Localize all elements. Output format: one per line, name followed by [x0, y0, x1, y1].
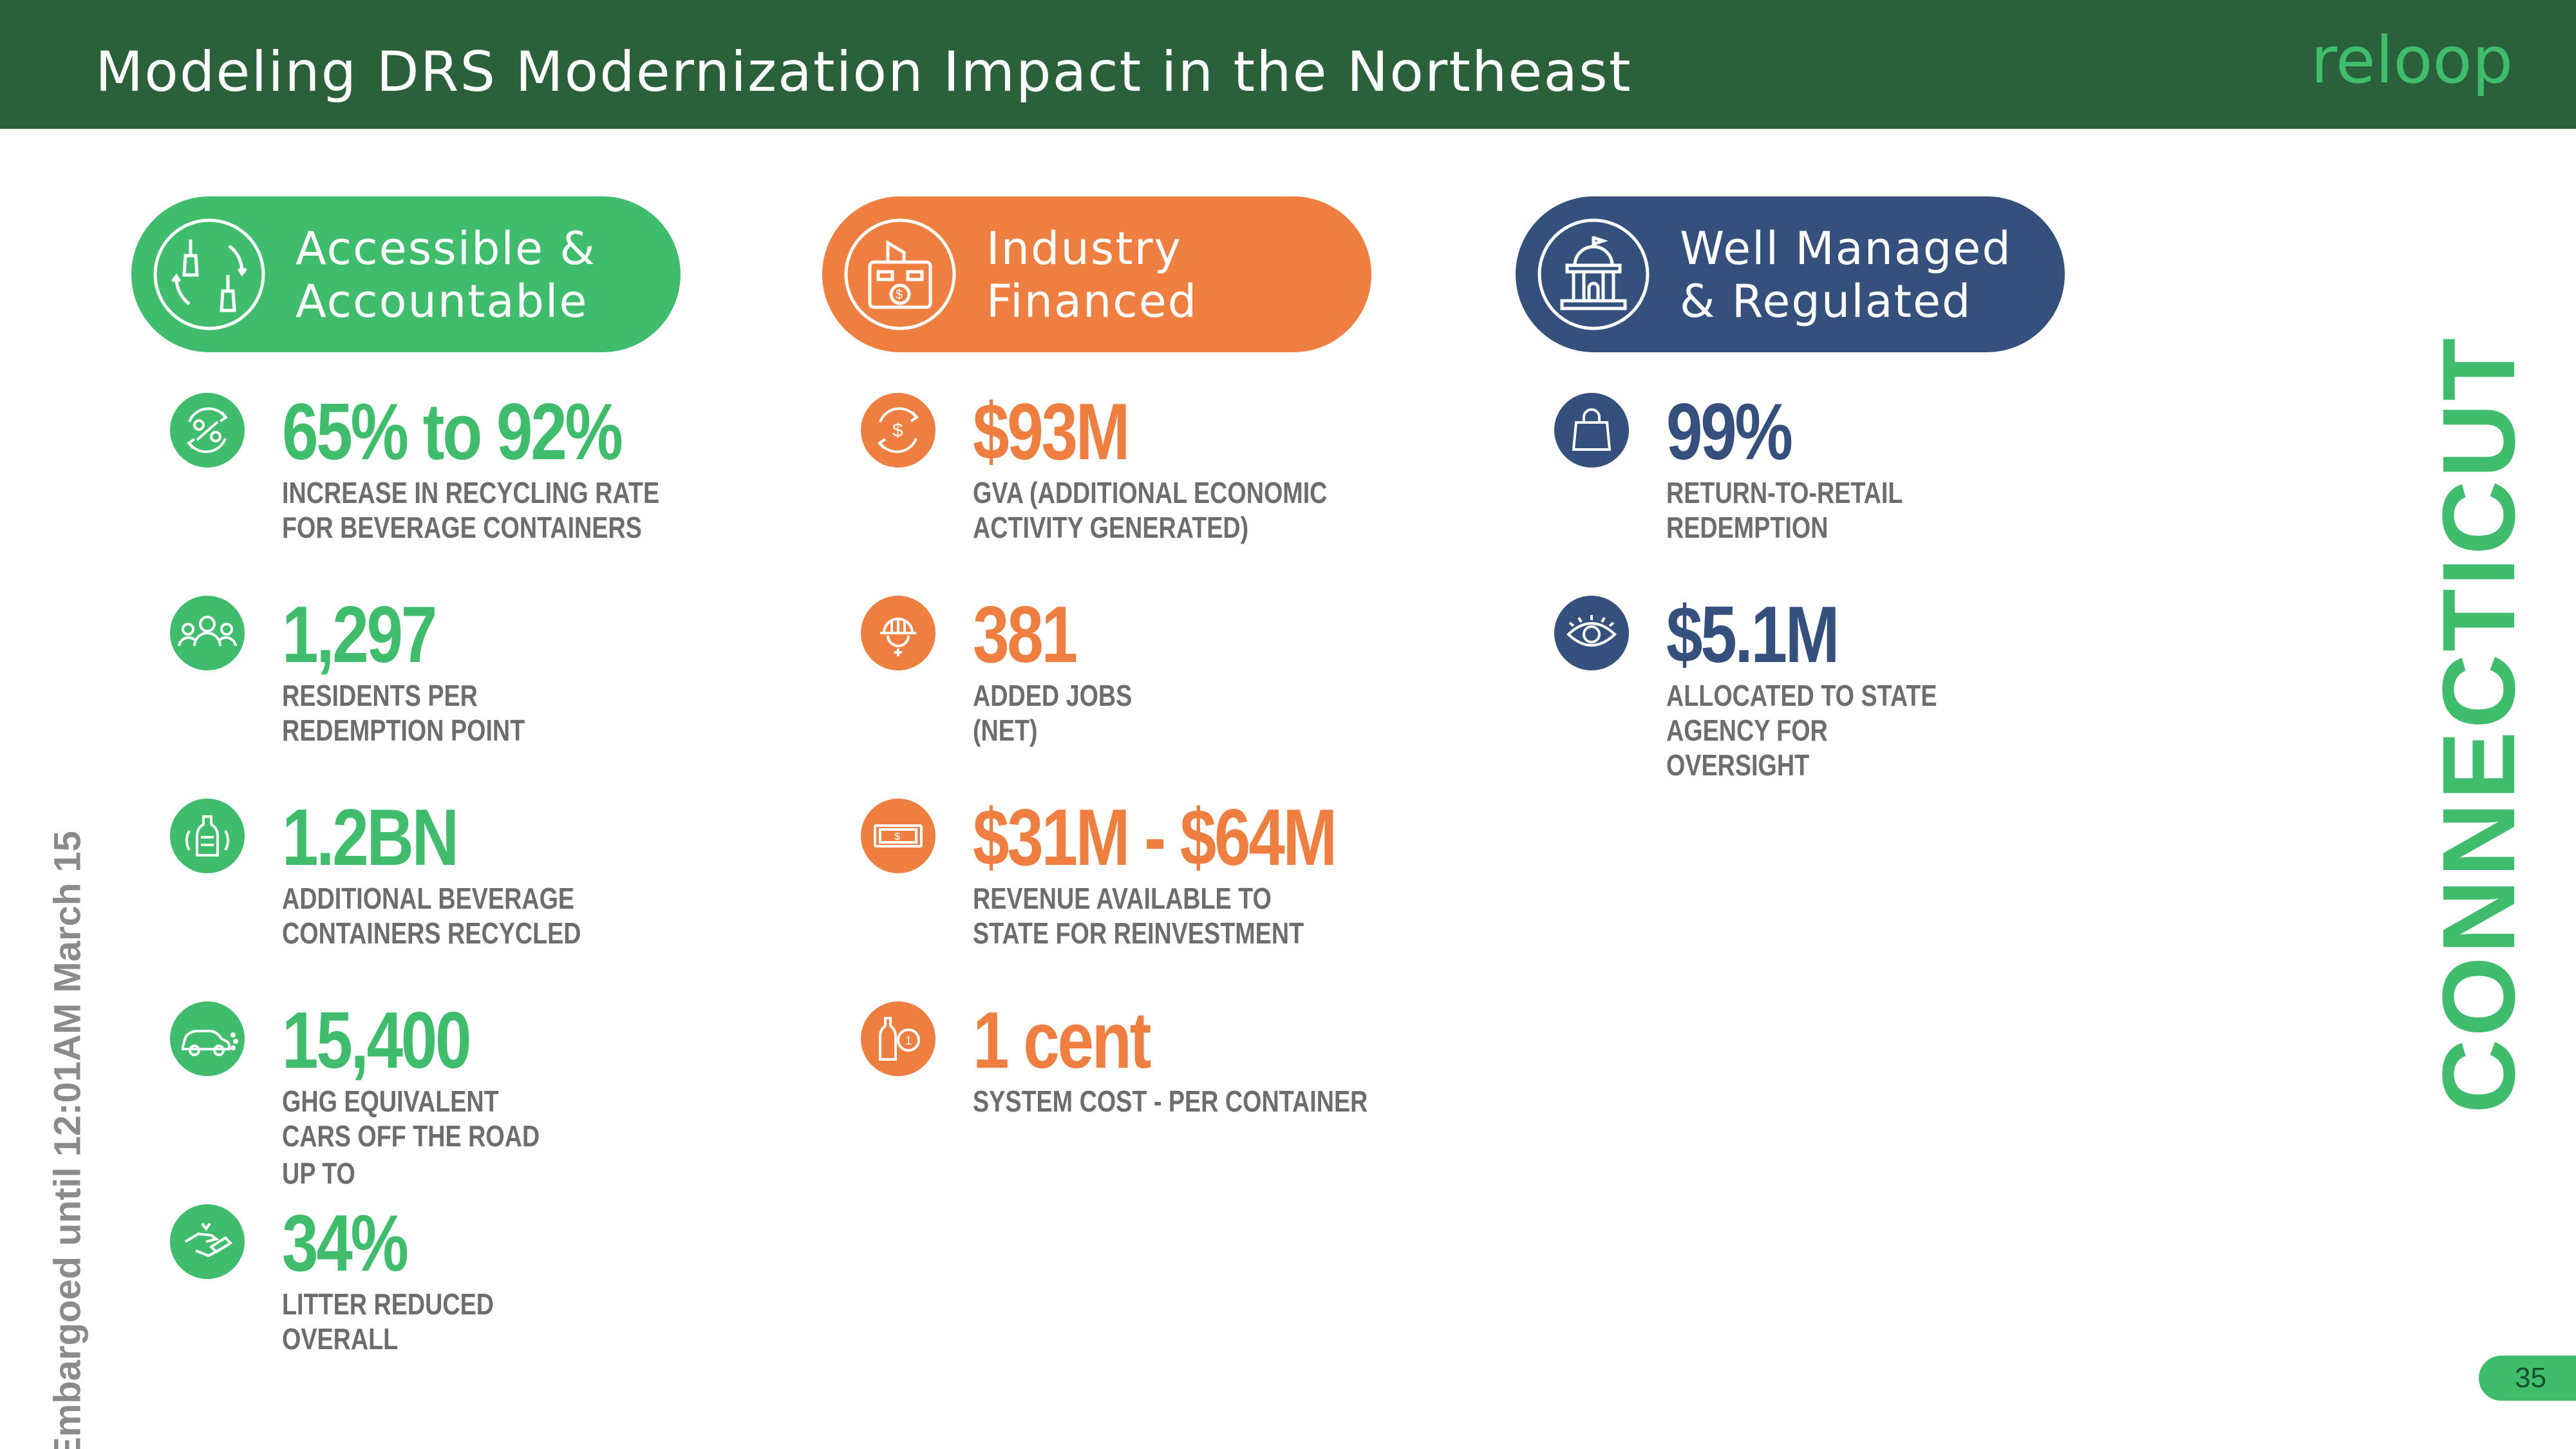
stat-value: 1 cent [973, 996, 1151, 1085]
residents-icon [170, 596, 245, 670]
svg-text:$: $ [896, 288, 903, 302]
eye-icon [1554, 596, 1629, 670]
worker-icon [861, 596, 935, 670]
stat-description: LITTER REDUCED OVERALL [282, 1287, 494, 1356]
stat-description: SYSTEM COST - PER CONTAINER [973, 1084, 1368, 1118]
stat-value: $31M - $64M [973, 793, 1337, 882]
industry-money-icon: $ [843, 217, 957, 332]
shopping-bag-icon [1554, 393, 1629, 468]
stat-description: RETURN-TO-RETAIL REDEMPTION [1666, 476, 1903, 544]
stat-value: 15,400 [282, 996, 472, 1085]
stat-value: 99% [1666, 388, 1793, 477]
reloop-logo-icon: reloop [2311, 23, 2513, 98]
svg-text:1: 1 [905, 1034, 912, 1047]
bottles-recycle-icon [152, 217, 267, 332]
category-title: Well Managed & Regulated [1680, 222, 2012, 328]
category-title: Accessible & Accountable [296, 222, 596, 328]
litter-icon [170, 1204, 245, 1279]
logo-text: reloop [2311, 32, 2513, 98]
government-building-icon [1536, 217, 1651, 332]
car-icon [170, 1001, 245, 1076]
stat-prefix: UP TO [282, 1157, 355, 1190]
stat-description: REVENUE AVAILABLE TO STATE FOR REINVESTM… [973, 882, 1304, 950]
stat-value: 65% to 92% [282, 388, 623, 477]
recycling-rate-icon [170, 393, 245, 468]
svg-text:$: $ [892, 420, 903, 441]
stat-value: 1.2BN [282, 793, 459, 882]
category-pill-regulated: Well Managed & Regulated [1516, 196, 2065, 352]
stat-value: $93M [973, 388, 1131, 477]
page-number: 35 [2479, 1356, 2576, 1401]
bottle-coin-icon: 1 [861, 1001, 935, 1076]
bottle-icon [170, 799, 245, 873]
stat-description: ADDED JOBS (NET) [973, 679, 1133, 747]
page-title: Modeling DRS Modernization Impact in the… [95, 40, 1632, 104]
banknote-icon: $ [861, 799, 935, 873]
stat-value: 1,297 [282, 591, 437, 679]
stat-description: INCREASE IN RECYCLING RATE FOR BEVERAGE … [282, 476, 660, 544]
category-title: Industry Financed [986, 222, 1198, 328]
state-label: CONNECTICUT [2421, 335, 2536, 1114]
category-pill-accessible: Accessible & Accountable [131, 196, 681, 352]
stat-description: RESIDENTS PER REDEMPTION POINT [282, 679, 525, 747]
stat-description: ADDITIONAL BEVERAGE CONTAINERS RECYCLED [282, 882, 581, 950]
reloop-logo: reloop [2311, 23, 2530, 109]
stat-description: GHG EQUIVALENT CARS OFF THE ROAD [282, 1084, 540, 1153]
embargo-notice: Embargoed until 12:01AM March 15 [46, 831, 89, 1449]
stat-description: ALLOCATED TO STATE AGENCY FOR OVERSIGHT [1666, 679, 1937, 782]
svg-text:$: $ [894, 831, 900, 842]
economic-cycle-icon: $ [861, 393, 935, 468]
category-pill-industry: $ Industry Financed [822, 196, 1371, 352]
stat-value: $5.1M [1666, 591, 1839, 679]
stat-value: 381 [973, 591, 1078, 679]
header-bar: Modeling DRS Modernization Impact in the… [0, 0, 2576, 129]
stat-description: GVA (ADDITIONAL ECONOMIC ACTIVITY GENERA… [973, 476, 1328, 544]
stat-value: 34% [282, 1199, 409, 1288]
